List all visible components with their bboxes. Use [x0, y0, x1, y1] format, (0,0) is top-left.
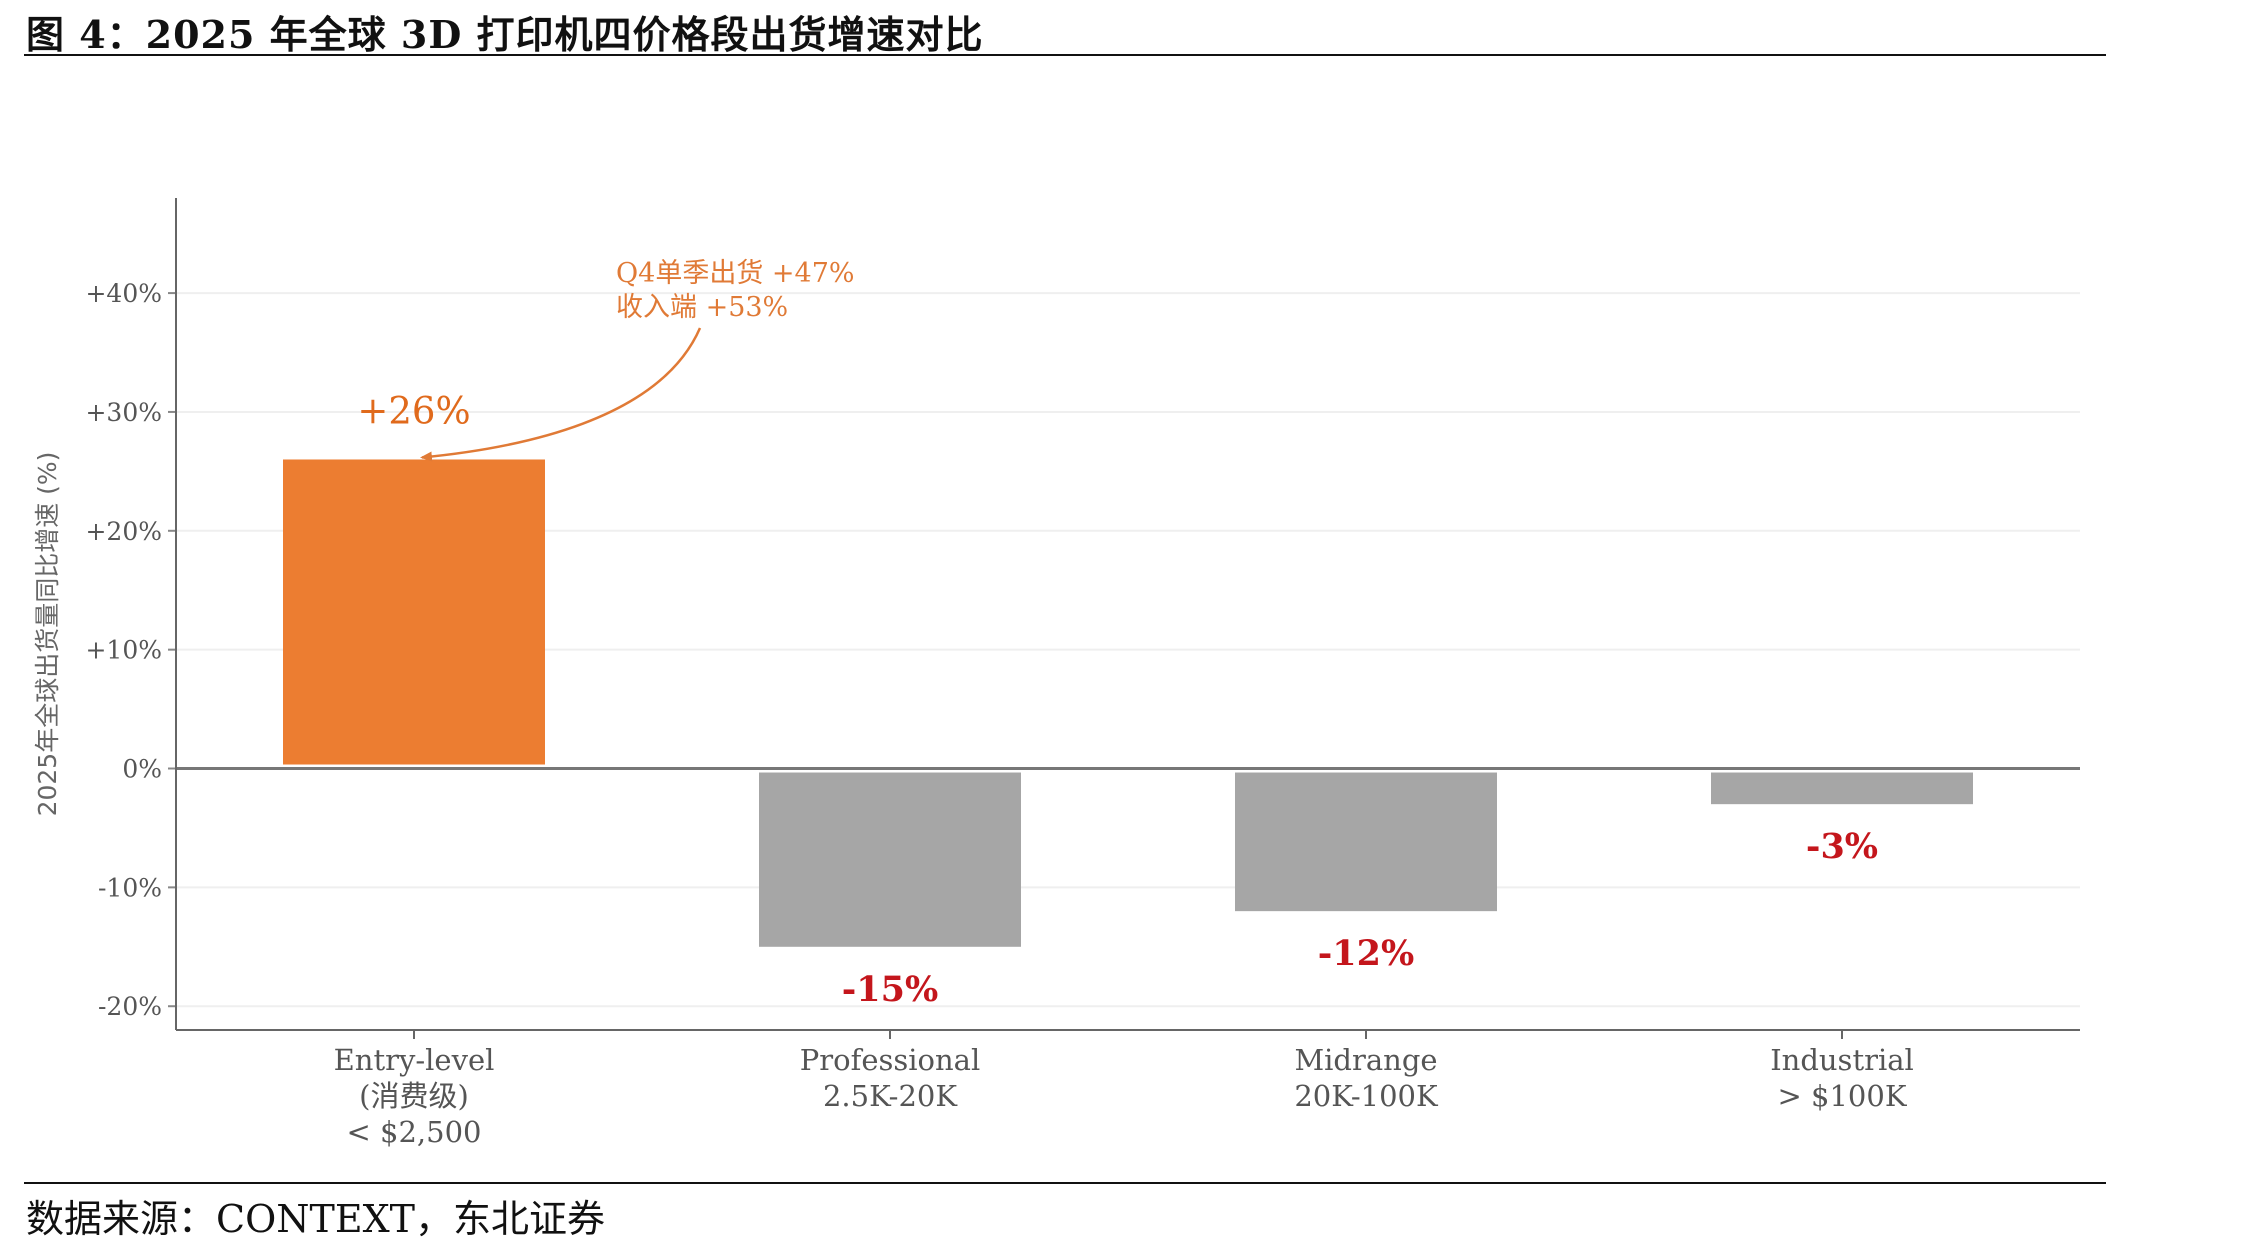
category-label-line: Industrial	[1770, 1043, 1914, 1077]
category-label-line: Entry-level	[334, 1043, 495, 1077]
bar-2	[759, 772, 1021, 947]
bar-1	[283, 459, 545, 765]
y-tick-label: +40%	[85, 279, 162, 308]
category-label-line: > $100K	[1778, 1079, 1908, 1113]
bar-3	[1235, 772, 1497, 912]
category-label-line: Professional	[800, 1043, 980, 1077]
axes: +40% +30% +20% +10% 0% -10% -20%	[85, 198, 2080, 1039]
y-tick-label: -20%	[98, 992, 162, 1021]
value-label: +26%	[357, 389, 470, 432]
bars	[283, 459, 1973, 947]
annotation-arrow	[420, 327, 702, 462]
annotation-text: Q4单季出货 +47%收入端 +53%	[616, 258, 855, 323]
bar-4	[1711, 772, 1973, 805]
source-note: 数据来源：CONTEXT，东北证券	[26, 1197, 605, 1241]
y-tick-label: +20%	[85, 517, 162, 546]
y-axis-title: 2025年全球出货量同比增速 (%)	[33, 452, 62, 817]
y-tick-label: +10%	[85, 636, 162, 665]
category-label: Professional 2.5K-20K	[800, 1043, 980, 1113]
value-label: -3%	[1806, 826, 1878, 867]
bar-chart: +40% +30% +20% +10% 0% -10% -20% Entry-level (消…	[33, 198, 2080, 1149]
category-label-line: 2.5K-20K	[823, 1079, 958, 1113]
figure-title: 图 4：2025 年全球 3D 打印机四价格段出货增速对比	[26, 12, 984, 57]
value-label: -12%	[1318, 933, 1415, 974]
category-label-line: < $2,500	[347, 1115, 482, 1149]
y-tick-label: 0%	[122, 755, 162, 784]
annotation-line: 收入端 +53%	[616, 292, 788, 323]
category-label-line: 20K-100K	[1294, 1079, 1439, 1113]
category-label-line: Midrange	[1294, 1043, 1437, 1077]
source-rule	[24, 1182, 2106, 1184]
title-rule	[24, 54, 2106, 56]
category-label: Entry-level (消费级) < $2,500	[334, 1043, 495, 1149]
y-tick-label: -10%	[98, 873, 162, 902]
value-label: -15%	[842, 969, 939, 1010]
labels: Entry-level (消费级) < $2,500 Professional 2.5K…	[33, 258, 1914, 1149]
category-label: Midrange 20K-100K	[1294, 1043, 1439, 1113]
category-label-line: (消费级)	[359, 1079, 469, 1113]
y-tick-label: +30%	[85, 398, 162, 427]
category-label: Industrial > $100K	[1770, 1043, 1914, 1113]
annotation-line: Q4单季出货 +47%	[616, 258, 855, 289]
